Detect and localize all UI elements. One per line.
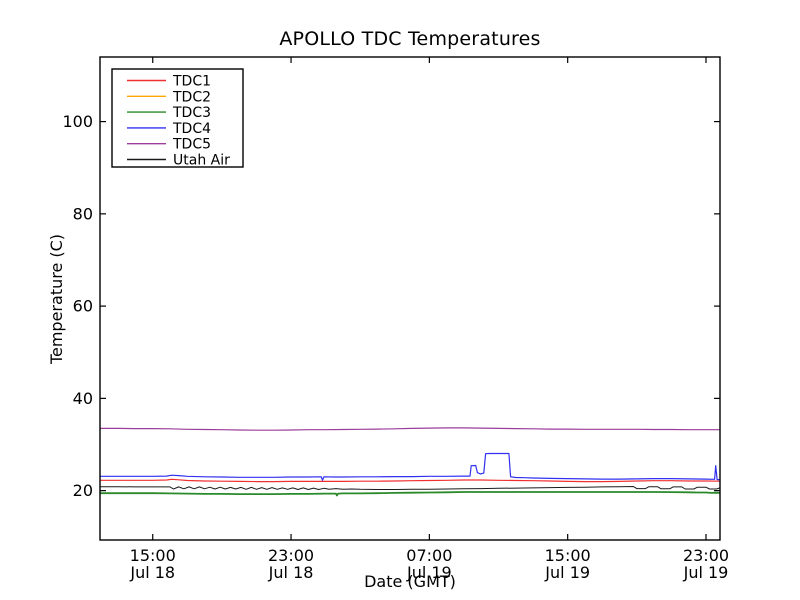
chart-title: APOLLO TDC Temperatures (279, 28, 541, 50)
x-tick-label-date: Jul 19 (544, 563, 590, 582)
series-line-tdc5 (100, 427, 720, 431)
y-tick-label: 40 (73, 389, 93, 408)
y-tick-label: 60 (73, 297, 93, 316)
x-tick-label-time: 15:00 (545, 546, 591, 565)
x-axis-label: Date (GMT) (364, 572, 456, 591)
y-tick-label: 20 (73, 481, 93, 500)
y-tick-label: 80 (73, 204, 93, 223)
x-tick-label-date: Jul 18 (268, 563, 314, 582)
x-tick-label-time: 07:00 (406, 546, 452, 565)
series-line-utah-air (100, 486, 721, 490)
legend-label-tdc5: TDC5 (172, 137, 211, 153)
x-tick-label-time: 23:00 (683, 546, 729, 565)
x-tick-label-date: Jul 18 (129, 563, 175, 582)
x-tick-label-time: 23:00 (268, 546, 314, 565)
series-line-tdc3 (100, 491, 721, 497)
legend-label-tdc3: TDC3 (172, 105, 211, 121)
legend-label-tdc1: TDC1 (172, 74, 211, 90)
x-tick-label-date: Jul 19 (683, 563, 729, 582)
legend-label-utah-air: Utah Air (173, 153, 230, 169)
legend-label-tdc4: TDC4 (172, 121, 211, 137)
x-tick-label-date: Jul 19 (406, 563, 452, 582)
legend-box (111, 68, 244, 168)
x-tick-label-time: 15:00 (130, 546, 176, 565)
legend-label-tdc2: TDC2 (172, 89, 211, 105)
series-line-tdc1 (100, 478, 721, 483)
series-line-tdc4 (100, 452, 720, 481)
axes-frame (99, 56, 721, 541)
y-tick-label: 100 (62, 112, 93, 131)
